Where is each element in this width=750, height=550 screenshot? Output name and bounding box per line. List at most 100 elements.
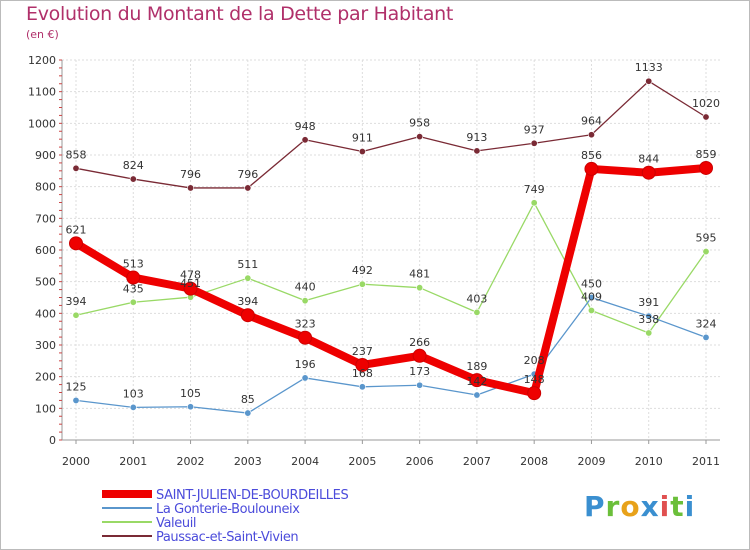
data-label: 168 (352, 367, 373, 380)
data-label: 440 (295, 281, 316, 294)
data-label: 173 (409, 365, 430, 378)
data-label: 266 (409, 336, 430, 349)
data-label: 964 (581, 115, 602, 128)
data-point (645, 312, 653, 320)
data-point (358, 280, 366, 288)
axes: 0 100 200 300 400 500 600 700 800 900 1000 1100 1200… (28, 54, 720, 468)
y-tick-label: 1100 (28, 86, 56, 99)
data-point (358, 148, 366, 156)
data-label: 481 (409, 268, 430, 281)
data-point (244, 274, 252, 282)
data-label: 937 (524, 123, 545, 136)
data-label: 148 (524, 373, 545, 386)
data-point (240, 308, 255, 323)
y-tick-label: 1000 (28, 117, 56, 130)
data-label: 492 (352, 264, 373, 277)
x-tick-label: 2011 (692, 455, 720, 468)
data-label: 749 (524, 183, 545, 196)
data-point (126, 270, 141, 285)
data-label: 142 (466, 375, 487, 388)
data-point (530, 199, 538, 207)
x-tick-label: 2006 (406, 455, 434, 468)
data-point (358, 383, 366, 391)
data-point (473, 391, 481, 399)
data-point (72, 164, 80, 172)
data-label: 796 (180, 168, 201, 181)
data-point (301, 136, 309, 144)
data-label: 196 (295, 358, 316, 371)
x-tick-label: 2000 (62, 455, 90, 468)
data-point (187, 403, 195, 411)
data-label: 103 (123, 387, 144, 400)
y-tick-label: 700 (35, 212, 56, 225)
data-point (702, 333, 710, 341)
chart-subtitle: (en €) (26, 28, 59, 41)
data-label: 451 (180, 277, 201, 290)
data-point (645, 77, 653, 85)
data-label: 859 (696, 148, 717, 161)
data-label: 237 (352, 345, 373, 358)
x-tick-label: 2008 (520, 455, 548, 468)
data-point (187, 184, 195, 192)
data-label: 1020 (692, 97, 720, 110)
x-tick-label: 2005 (348, 455, 376, 468)
data-point (69, 236, 83, 251)
y-tick-label: 600 (35, 244, 56, 257)
x-tick-label: 2009 (577, 455, 605, 468)
legend-label: SAINT-JULIEN-DE-BOURDEILLES (156, 488, 348, 503)
series-line (75, 202, 707, 334)
legend-label: La Gonterie-Boulouneix (156, 502, 300, 517)
y-tick-label: 500 (35, 276, 56, 289)
series-line (75, 80, 707, 189)
data-point (244, 409, 252, 417)
data-label: 323 (295, 318, 316, 331)
series-line (72, 163, 710, 398)
x-tick-label: 2003 (234, 455, 262, 468)
data-label: 858 (66, 148, 87, 161)
data-point (699, 160, 713, 175)
data-point (469, 373, 484, 388)
data-point (129, 175, 137, 183)
data-label: 595 (696, 232, 717, 245)
data-point (587, 306, 595, 314)
data-label: 844 (638, 153, 659, 166)
data-point (129, 298, 137, 306)
chart-title: Evolution du Montant de la Dette par Hab… (26, 3, 454, 25)
series-line (75, 296, 707, 414)
x-tick-label: 2004 (291, 455, 319, 468)
data-label: 409 (581, 290, 602, 303)
y-tick-label: 1200 (28, 54, 56, 67)
y-tick-label: 200 (35, 371, 56, 384)
data-point (473, 308, 481, 316)
data-point (72, 396, 80, 404)
x-tick-label: 2010 (635, 455, 663, 468)
data-point (301, 297, 309, 305)
y-tick-label: 300 (35, 339, 56, 352)
data-label: 450 (581, 278, 602, 291)
data-point (72, 311, 80, 319)
data-point (645, 329, 653, 337)
data-label: 125 (66, 380, 87, 393)
data-label: 435 (123, 282, 144, 295)
data-label: 208 (524, 354, 545, 367)
data-labels: 858 824 796 796 948 911 958 913 937 964 1133 1020 39… (66, 61, 721, 406)
legend-label: Valeuil (156, 516, 196, 531)
x-tick-label: 2007 (463, 455, 491, 468)
data-label: 391 (638, 296, 659, 309)
y-tick-label: 800 (35, 181, 56, 194)
data-label: 511 (237, 258, 258, 271)
data-label: 324 (696, 317, 717, 330)
x-tick-label: 2002 (177, 455, 205, 468)
y-tick-label: 100 (35, 402, 56, 415)
data-label: 513 (123, 258, 144, 271)
data-label: 958 (409, 117, 430, 130)
data-label: 85 (241, 393, 255, 406)
data-label: 1133 (635, 61, 663, 74)
data-label: 856 (581, 149, 602, 162)
data-label: 478 (180, 269, 201, 282)
data-label: 394 (237, 295, 258, 308)
data-point (527, 386, 542, 401)
data-point (301, 374, 309, 382)
data-point (416, 284, 424, 292)
